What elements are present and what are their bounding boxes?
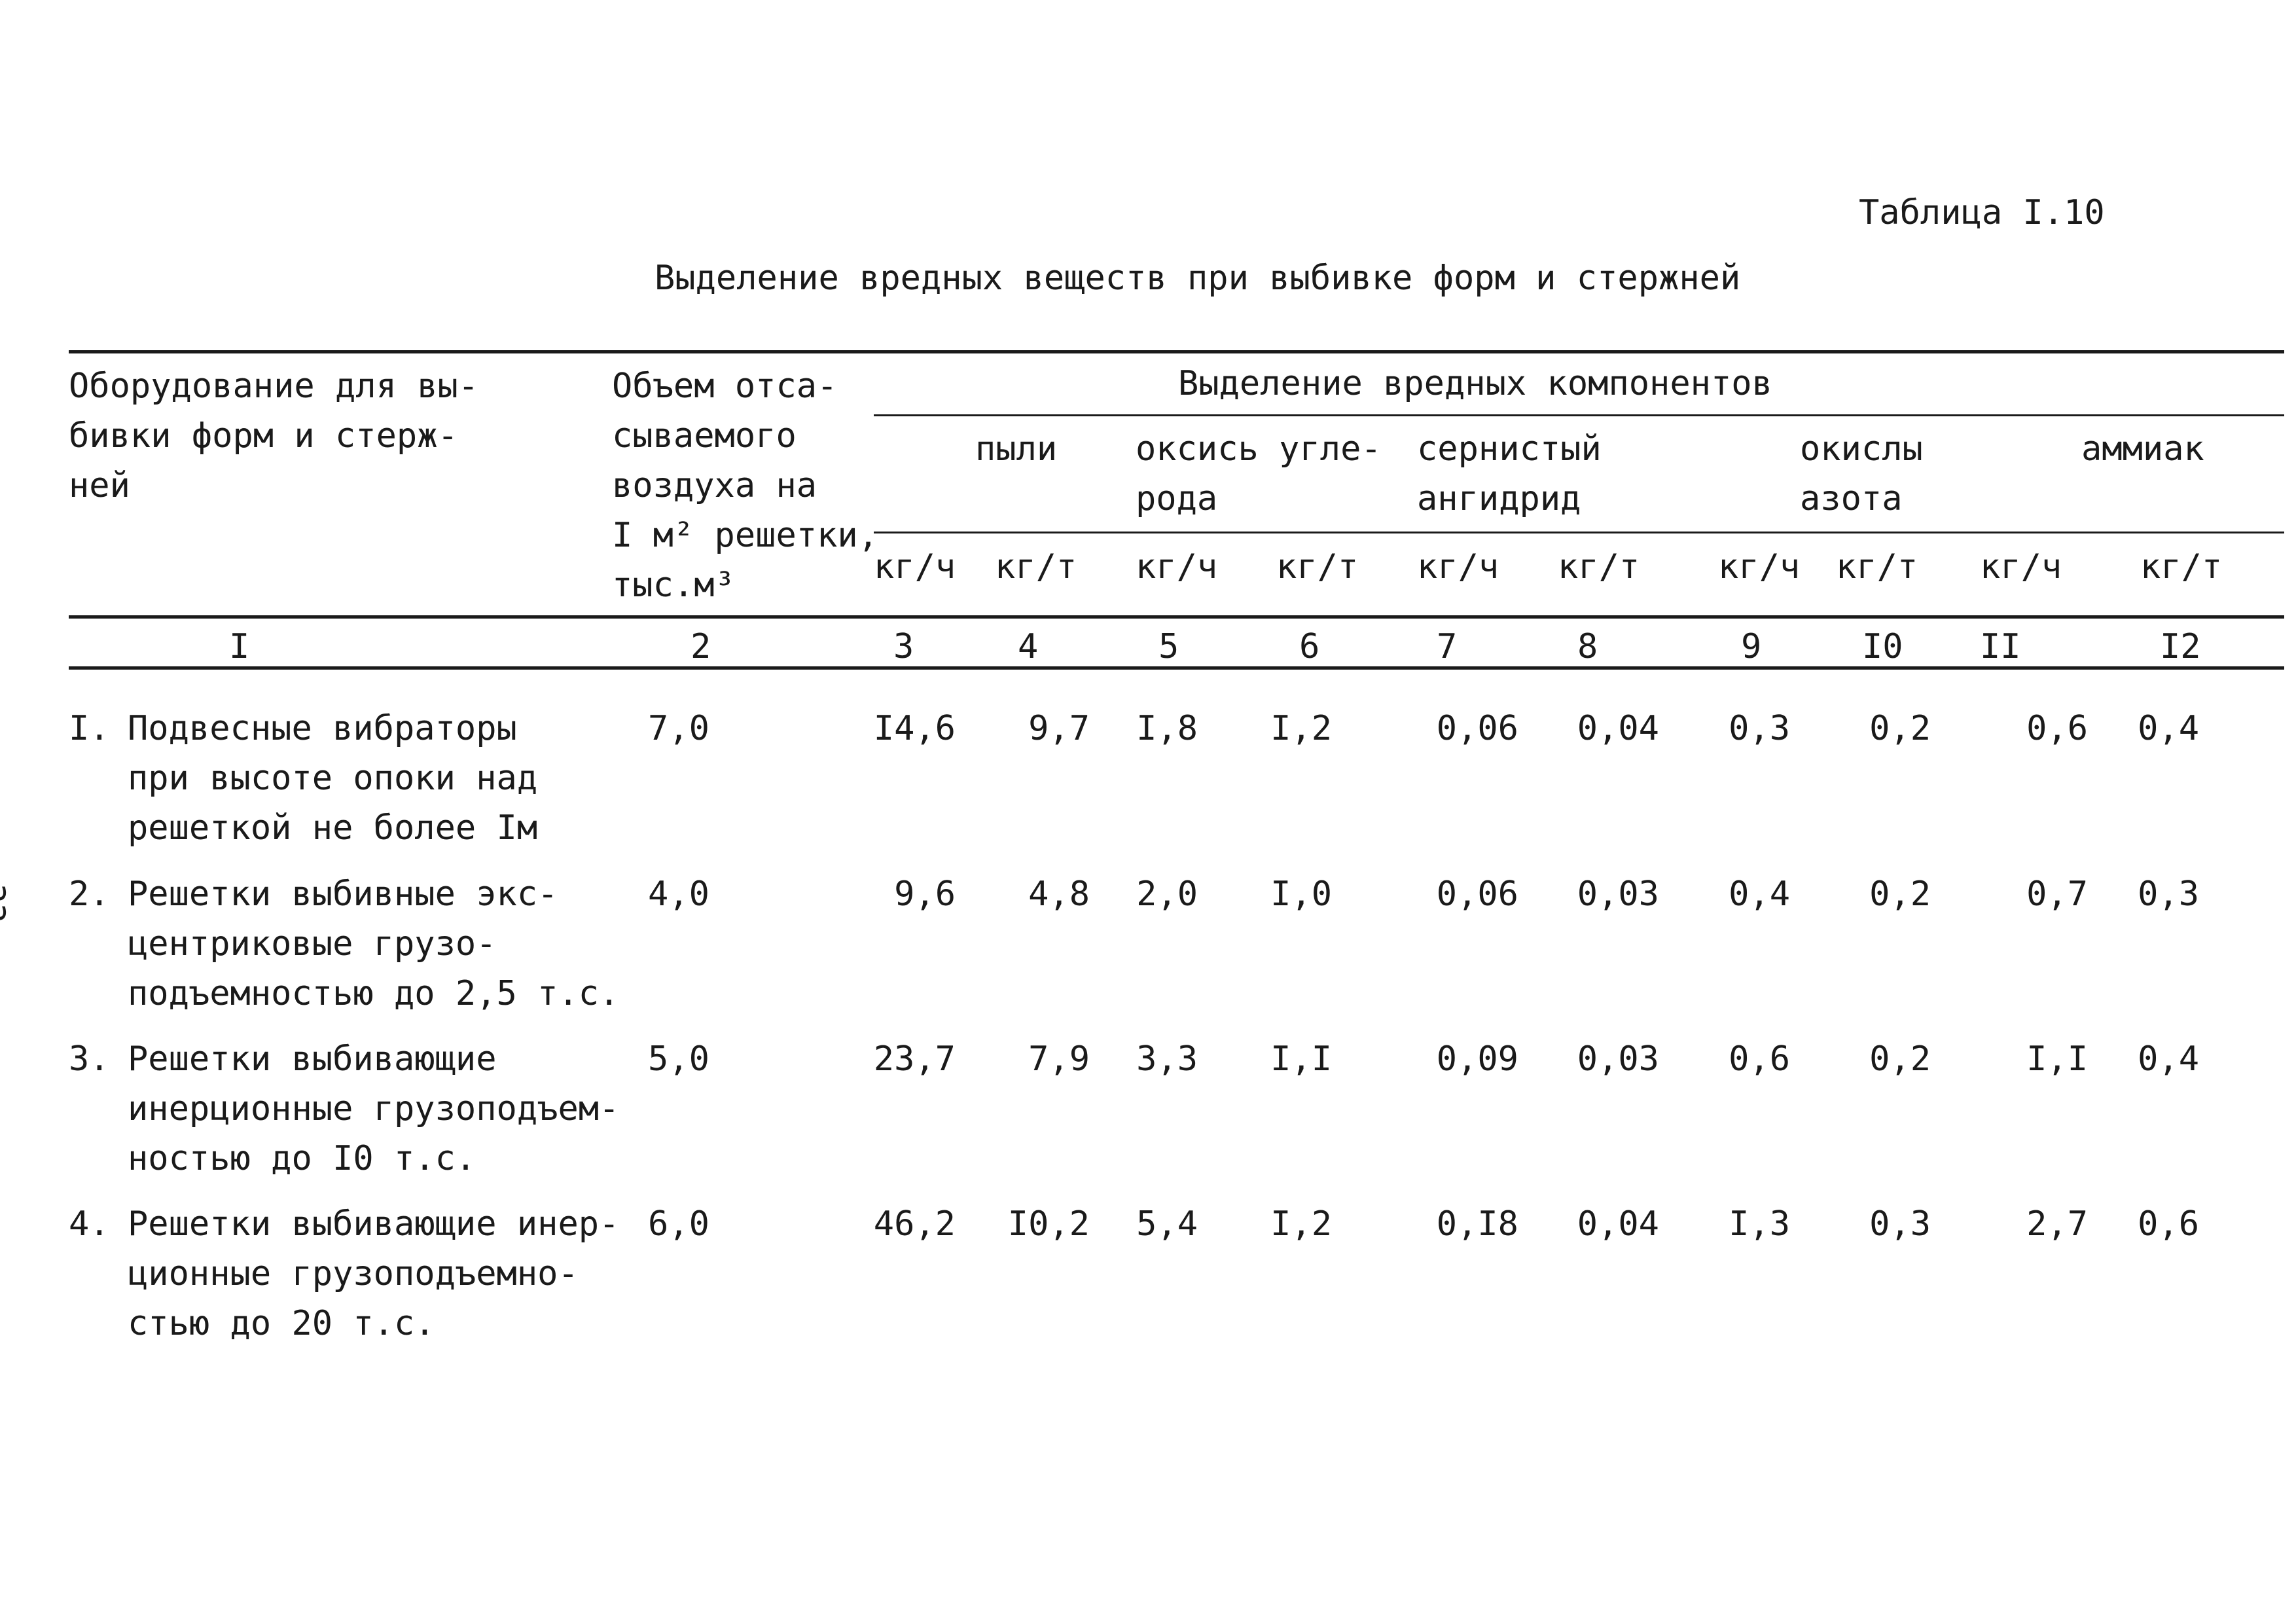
row-volume: 4,0 (648, 875, 709, 914)
row-value-col-4: 4,8 (1028, 875, 1090, 914)
row-value-col-11: I,I (2026, 1039, 2088, 1079)
row-volume: 6,0 (648, 1204, 709, 1244)
row-value-col-6: I,2 (1270, 1204, 1332, 1244)
row-equipment-name: Решетки выбивные экс- центриковые грузо-… (128, 875, 620, 1013)
colnum-8: 8 (1577, 627, 1598, 666)
row-value-col-12: 0,4 (2138, 1039, 2199, 1079)
row-value-col-11: 2,7 (2026, 1204, 2088, 1244)
row-value-col-6: I,0 (1270, 875, 1332, 914)
header-component-dust: пыли (975, 429, 1058, 469)
row-value-col-8: 0,03 (1577, 1039, 1659, 1079)
unit-5: кг/ч (1417, 547, 1499, 586)
header-equipment: Оборудование для вы- бивки форм и стерж-… (69, 367, 479, 505)
colnum-3: 3 (893, 627, 914, 666)
rule-components (874, 414, 2284, 416)
row-value-col-6: I,I (1270, 1039, 1332, 1079)
row-value-col-11: 0,6 (2026, 709, 2088, 748)
row-value-col-8: 0,03 (1577, 875, 1659, 914)
rule-units (874, 532, 2284, 533)
colnum-5: 5 (1158, 627, 1179, 666)
header-volume: Объем отса- сываемого воздуха на I м² ре… (612, 367, 878, 605)
row-value-col-9: 0,6 (1729, 1039, 1790, 1079)
colnum-6: 6 (1299, 627, 1320, 666)
row-value-col-7: 0,I8 (1436, 1204, 1518, 1244)
row-value-col-7: 0,06 (1436, 875, 1518, 914)
colnum-2: 2 (691, 627, 711, 666)
header-component-nh3: аммиак (2081, 429, 2204, 469)
unit-7: кг/ч (1718, 547, 1801, 586)
colnum-12: I2 (2160, 627, 2201, 666)
row-value-col-4: 9,7 (1028, 709, 1090, 748)
header-emission: Выделение вредных компонентов (1178, 364, 1772, 403)
row-value-col-12: 0,3 (2138, 875, 2199, 914)
row-value-col-8: 0,04 (1577, 709, 1659, 748)
row-number: 2. (69, 875, 110, 914)
row-value-col-5: 3,3 (1136, 1039, 1198, 1079)
table-title: Выделение вредных веществ при выбивке фо… (655, 259, 1741, 298)
header-component-co: оксись угле- рода (1136, 429, 1382, 518)
row-value-col-12: 0,4 (2138, 709, 2199, 748)
colnum-10: I0 (1862, 627, 1903, 666)
unit-4: кг/т (1276, 547, 1359, 586)
unit-3: кг/ч (1136, 547, 1218, 586)
row-value-col-7: 0,06 (1436, 709, 1518, 748)
row-value-col-3: 9,6 (894, 875, 956, 914)
row-value-col-5: 2,0 (1136, 875, 1198, 914)
row-value-col-3: 23,7 (873, 1039, 956, 1079)
rule-top (69, 350, 2284, 353)
row-equipment-name: Решетки выбивающие инер- ционные грузопо… (128, 1204, 620, 1343)
row-number: 4. (69, 1204, 110, 1244)
header-component-so2: сернистый ангидрид (1417, 429, 1602, 518)
row-value-col-10: 0,3 (1869, 1204, 1931, 1244)
colnum-4: 4 (1018, 627, 1039, 666)
row-value-col-11: 0,7 (2026, 875, 2088, 914)
row-value-col-9: 0,3 (1729, 709, 1790, 748)
unit-2: кг/т (995, 547, 1077, 586)
unit-6: кг/т (1558, 547, 1640, 586)
row-equipment-name: Решетки выбивающие инерционные грузоподъ… (128, 1039, 620, 1178)
row-value-col-5: 5,4 (1136, 1204, 1198, 1244)
unit-8: кг/т (1836, 547, 1918, 586)
rule-colnums (69, 666, 2284, 670)
row-value-col-12: 0,6 (2138, 1204, 2199, 1244)
header-component-nox: окислы азота (1800, 429, 1923, 518)
row-value-col-4: I0,2 (1007, 1204, 1090, 1244)
unit-1: кг/ч (874, 547, 956, 586)
table-label: Таблица I.10 (1859, 193, 2105, 232)
row-number: 3. (69, 1039, 110, 1079)
colnum-7: 7 (1437, 627, 1458, 666)
row-value-col-9: I,3 (1729, 1204, 1790, 1244)
row-value-col-10: 0,2 (1869, 709, 1931, 748)
row-value-col-3: I4,6 (873, 709, 956, 748)
colnum-11: II (1980, 627, 2021, 666)
row-value-col-9: 0,4 (1729, 875, 1790, 914)
unit-9: кг/ч (1980, 547, 2062, 586)
row-value-col-8: 0,04 (1577, 1204, 1659, 1244)
colnum-1: I (229, 627, 250, 666)
row-equipment-name: Подвесные вибраторы при высоте опоки над… (128, 709, 538, 848)
row-value-col-3: 46,2 (873, 1204, 956, 1244)
row-value-col-7: 0,09 (1436, 1039, 1518, 1079)
rule-header-bottom (69, 615, 2284, 619)
row-value-col-10: 0,2 (1869, 875, 1931, 914)
row-value-col-6: I,2 (1270, 709, 1332, 748)
page-number: 33 (0, 884, 12, 924)
row-value-col-10: 0,2 (1869, 1039, 1931, 1079)
unit-10: кг/т (2140, 547, 2223, 586)
colnum-9: 9 (1741, 627, 1762, 666)
row-number: I. (69, 709, 110, 748)
row-value-col-5: I,8 (1136, 709, 1198, 748)
row-value-col-4: 7,9 (1028, 1039, 1090, 1079)
row-volume: 7,0 (648, 709, 709, 748)
row-volume: 5,0 (648, 1039, 709, 1079)
